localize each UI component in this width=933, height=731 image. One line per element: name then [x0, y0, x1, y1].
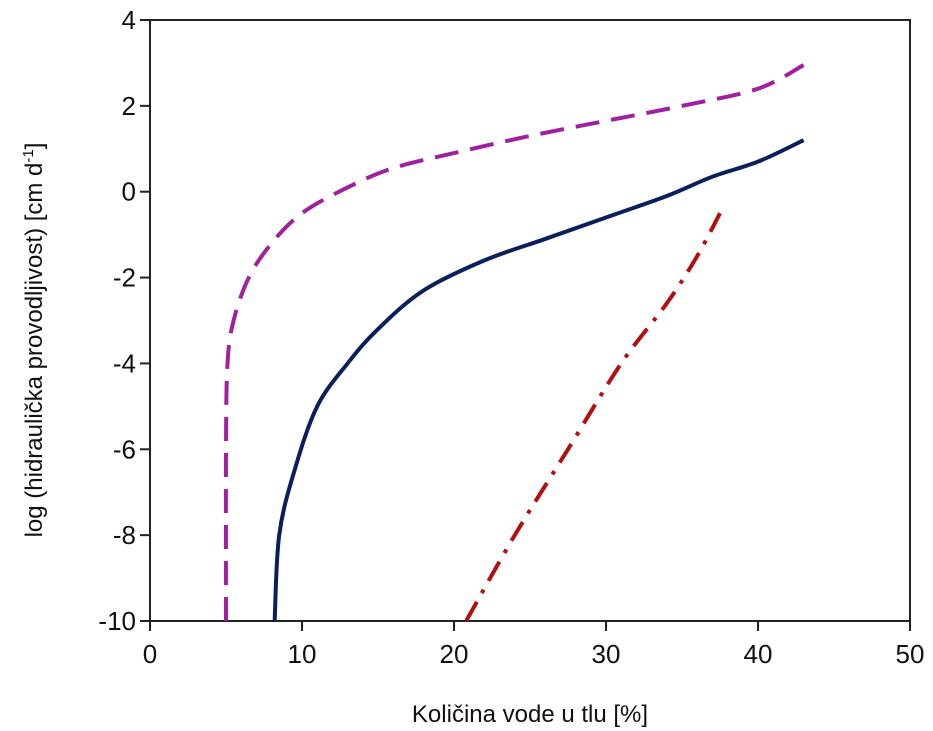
y-tick-label: 2 [122, 91, 136, 121]
y-axis-title-main: log (hidraulička provodljivost) [cm d [21, 163, 48, 538]
series-layer [223, 63, 805, 622]
x-axis-title: Količina vode u tlu [%] [412, 701, 648, 728]
x-tick-label: 30 [592, 639, 621, 669]
y-axis-title-close: ] [21, 143, 48, 150]
x-tick-label: 0 [143, 639, 157, 669]
x-tick-label: 10 [288, 639, 317, 669]
y-axis-title-superscript: -1 [20, 149, 37, 162]
y-tick-label: -10 [98, 606, 136, 636]
y-tick-label: -6 [113, 434, 136, 464]
x-tick-label: 40 [744, 639, 773, 669]
x-axis-ticks: 0 10 20 30 40 50 [143, 621, 925, 669]
y-tick-label: -4 [113, 348, 136, 378]
series-line-1 [223, 63, 805, 622]
x-tick-label: 50 [896, 639, 925, 669]
y-axis-ticks: -10 -8 -6 -4 -2 0 2 4 [98, 5, 150, 636]
y-axis-title: log (hidraulička provodljivost) [cm d-1] [20, 143, 48, 538]
series-line-2 [272, 138, 805, 622]
series-line-3 [464, 212, 722, 622]
y-tick-label: 4 [122, 5, 136, 35]
x-tick-label: 20 [440, 639, 469, 669]
plot-area [149, 19, 911, 622]
y-tick-label: -8 [113, 520, 136, 550]
y-tick-label: -2 [113, 263, 136, 293]
y-tick-label: 0 [122, 177, 136, 207]
